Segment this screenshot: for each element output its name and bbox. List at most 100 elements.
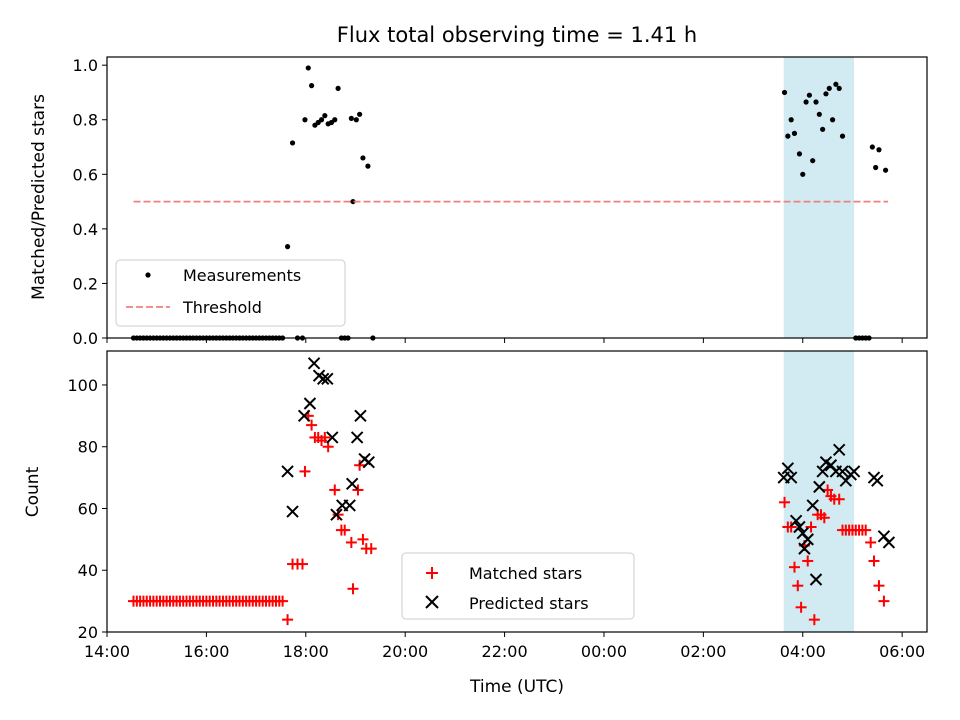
y-tick-label: 0.6 [73, 165, 98, 184]
predicted-stars-point [350, 431, 364, 444]
measurement-point [826, 85, 832, 91]
top-highlight-span [783, 57, 855, 338]
legend-predicted-label: Predicted stars [469, 594, 589, 613]
x-tick-label: 20:00 [382, 642, 428, 661]
predicted-stars-point [343, 499, 356, 512]
predicted-stars-point [316, 372, 330, 385]
matched-stars-point [788, 561, 800, 573]
measurement-point [302, 117, 308, 123]
measurement-point [833, 81, 839, 87]
predicted-stars-point [836, 465, 849, 478]
measurement-point [806, 92, 812, 98]
y-tick-label: 0.0 [73, 329, 98, 348]
measurement-point [791, 130, 798, 136]
measurement-point [813, 99, 819, 105]
predicted-stars-point [781, 462, 795, 475]
bottom-highlight-span [783, 351, 855, 632]
top-legend-box [115, 259, 346, 327]
measurement-point [348, 115, 354, 121]
measurement-point [322, 113, 328, 119]
bottom-legend: Matched stars Predicted stars [401, 552, 635, 620]
legend-measurements-label: Measurements [183, 266, 301, 285]
measurement-point [803, 99, 809, 105]
x-tick-label: 18:00 [283, 642, 329, 661]
measurement-point [823, 91, 829, 97]
predicted-stars-point [816, 465, 829, 478]
predicted-stars-point [307, 357, 321, 370]
predicted-stars-point [303, 397, 317, 410]
matched-stars-point [329, 484, 341, 496]
x-tick-label: 00:00 [581, 642, 627, 661]
measurement-point [876, 147, 882, 153]
predicted-stars-point [330, 508, 343, 521]
measurement-point [836, 85, 842, 91]
measurement-point [357, 111, 363, 117]
predicted-stars-point [882, 536, 896, 549]
matched-stars-point [339, 524, 351, 536]
measurement-point [353, 117, 359, 123]
x-tick-label: 14:00 [84, 642, 130, 661]
measurement-point [360, 155, 366, 161]
predicted-stars-point [286, 505, 299, 518]
top-plot-marks [130, 65, 889, 341]
measurement-point [829, 117, 836, 123]
matched-stars-point [860, 524, 872, 536]
measurement-point [882, 167, 889, 173]
measurement-point [289, 140, 296, 146]
top-axes-frame [106, 56, 928, 339]
matched-stars-point [319, 431, 331, 443]
bottom-legend-box [401, 552, 635, 620]
matched-stars-point [296, 558, 308, 570]
matched-stars-point [345, 536, 357, 548]
bottom-axes-frame [106, 350, 928, 633]
predicted-stars-point [281, 465, 294, 478]
matched-stars-point [347, 583, 359, 595]
x-axis-label: Time (UTC) [469, 677, 564, 697]
predicted-stars-point [793, 520, 806, 534]
predicted-stars-point [321, 372, 334, 385]
matched-stars-point [818, 512, 830, 524]
bottom-y-axis-label: Count [23, 466, 43, 517]
measurement-point [788, 117, 794, 123]
matched-stars-point [332, 509, 344, 521]
predicted-stars-point [801, 533, 814, 546]
measurement-point [284, 244, 291, 250]
matched-stars-point [805, 521, 817, 533]
predicted-stars-point [806, 499, 819, 512]
matched-stars-point [878, 595, 890, 607]
predicted-stars-point [297, 409, 311, 423]
measurement-point [839, 133, 846, 139]
measurement-point [305, 65, 311, 71]
matched-stars-point [865, 536, 877, 548]
measurement-point [335, 85, 341, 91]
predicted-stars-point [789, 514, 803, 528]
matched-stars-point [833, 493, 845, 505]
matched-stars-point [322, 441, 334, 453]
matched-stars-point [282, 614, 294, 626]
y-tick-label: 0.4 [73, 220, 98, 239]
x-tick-label: 02:00 [680, 642, 726, 661]
measurement-point [332, 117, 338, 123]
measurement-point [873, 164, 879, 171]
measurement-point [810, 158, 816, 164]
matched-stars-point [808, 614, 820, 626]
measurement-point [796, 151, 803, 157]
predicted-stars-point [784, 471, 798, 484]
predicted-stars-point [345, 477, 359, 490]
matched-stars-point [822, 484, 834, 496]
measurement-point [869, 144, 875, 150]
matched-stars-point [795, 601, 807, 613]
bottom-plot-marks [128, 357, 896, 626]
legend-threshold-label: Threshold [182, 298, 262, 317]
top-y-axis-label: Matched/Predicted stars [29, 94, 49, 300]
x-tick-label: 04:00 [780, 642, 826, 661]
predicted-stars-point [809, 573, 823, 586]
matched-stars-point [277, 595, 289, 607]
y-tick-label: 0.2 [73, 274, 98, 293]
predicted-stars-point [362, 455, 375, 469]
predicted-stars-point [847, 465, 861, 478]
predicted-stars-point [798, 542, 811, 555]
matched-stars-point [802, 555, 814, 567]
measurement-point [308, 83, 315, 89]
